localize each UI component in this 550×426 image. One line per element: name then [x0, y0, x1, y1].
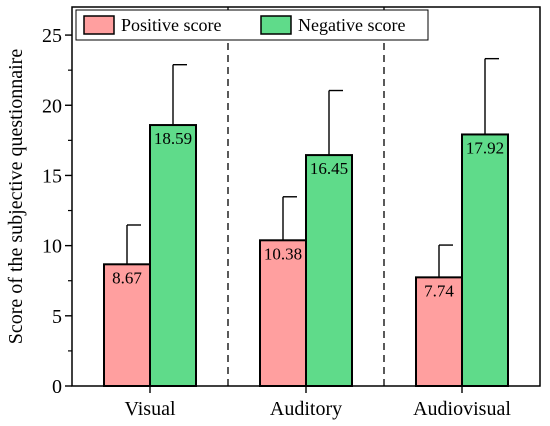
positive-bar-visual	[103, 263, 151, 387]
legend-box	[75, 9, 429, 41]
data-label: 18.59	[154, 129, 192, 148]
data-label: 8.67	[112, 268, 142, 287]
x-tick-label: Auditory	[270, 398, 342, 420]
legend-swatch-positive	[83, 15, 115, 35]
data-label: 17.92	[466, 138, 504, 157]
y-tick-label: 15	[42, 165, 62, 187]
negative-bar-audiovisual	[461, 133, 509, 387]
y-tick-label: 10	[42, 236, 62, 258]
x-tick-label: Audiovisual	[413, 398, 511, 420]
legend: Positive score Negative score	[75, 9, 429, 41]
negative-bar-auditory	[305, 154, 353, 387]
plot-area: 8.67 18.59 10.38 16.45 7.74 17.92	[103, 7, 509, 387]
data-label: 10.38	[264, 244, 302, 263]
y-tick-label: 5	[52, 306, 62, 328]
legend-swatch-negative	[260, 15, 292, 35]
y-tick-label: 20	[42, 95, 62, 117]
y-tick-label: 0	[52, 376, 62, 398]
legend-label-positive: Positive score	[121, 15, 222, 35]
y-axis-title: Score of the subjective questionnaire	[5, 49, 27, 345]
y-tick-label: 25	[42, 25, 62, 47]
positive-bar-auditory	[259, 239, 307, 387]
data-label: 7.74	[424, 281, 454, 300]
x-tick-label: Visual	[124, 398, 175, 420]
legend-label-negative: Negative score	[298, 15, 405, 35]
axes: 0 5 10 15 20 25 Visual Auditory Audiovisual	[42, 6, 541, 420]
data-label: 16.45	[310, 159, 348, 178]
negative-bar-visual	[149, 124, 197, 387]
